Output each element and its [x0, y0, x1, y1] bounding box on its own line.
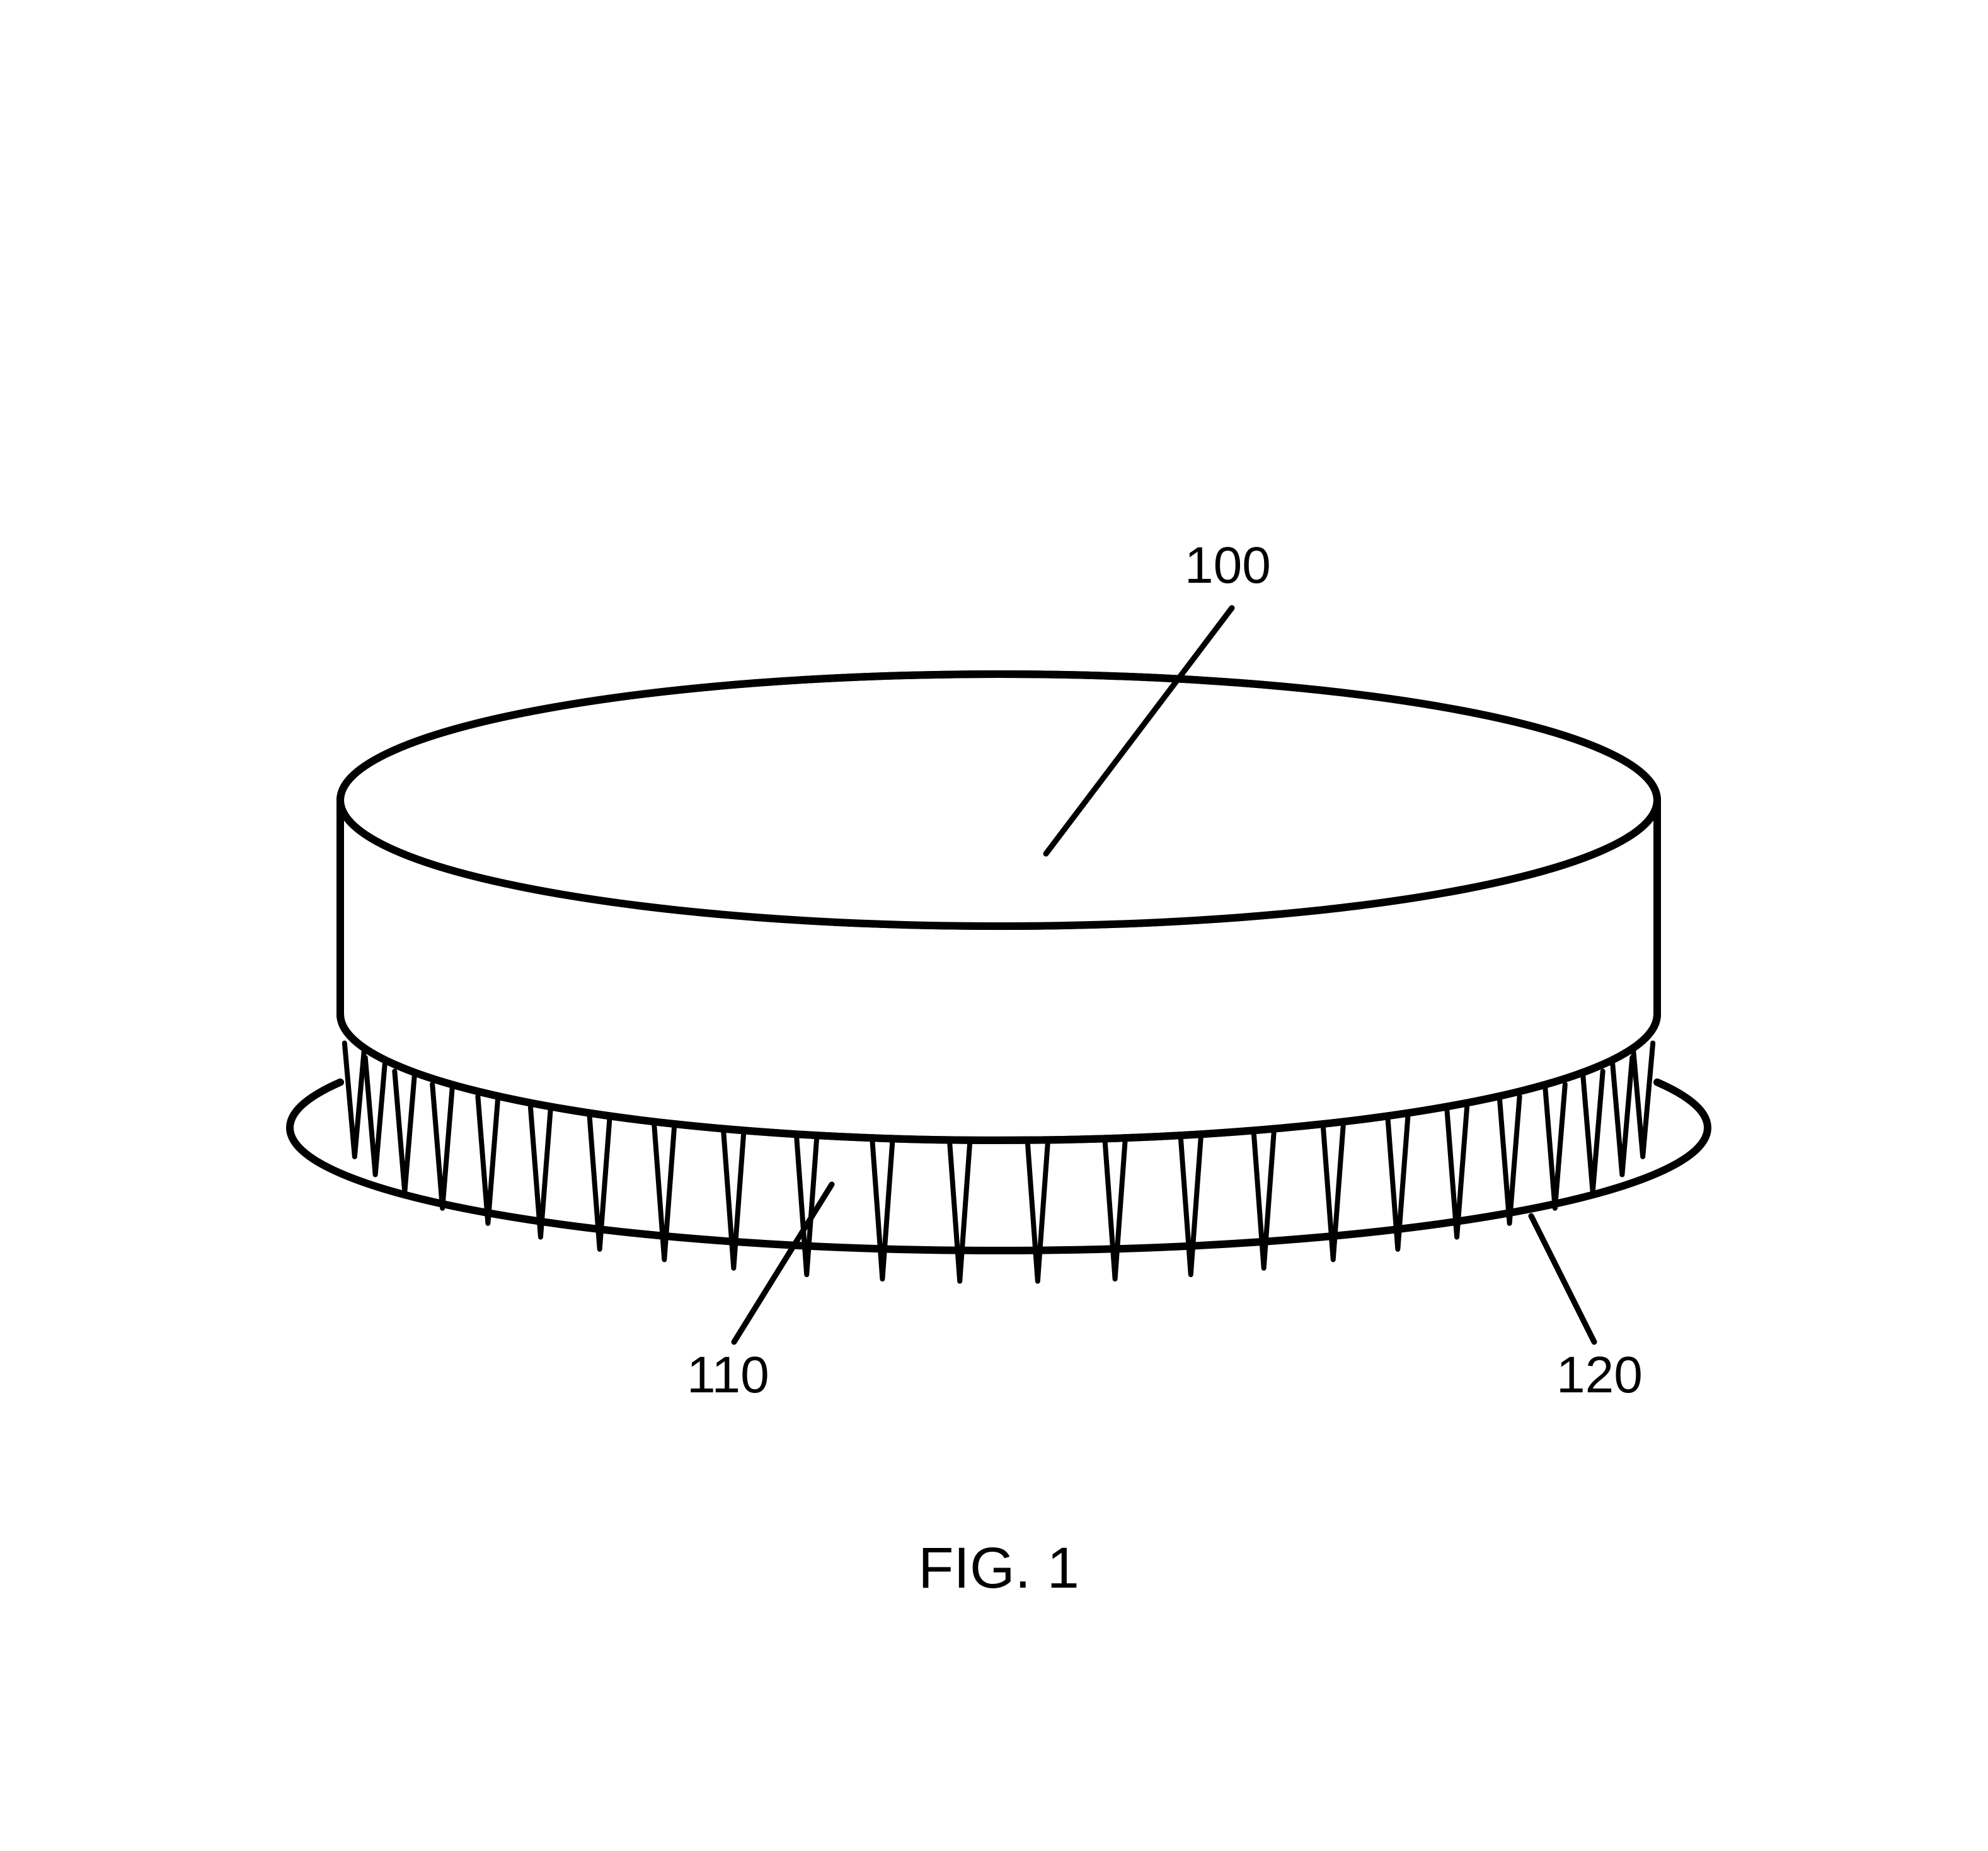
figure-caption: FIG. 1: [918, 1536, 1079, 1600]
patent-figure-1: 100 110 120 FIG. 1: [0, 0, 1988, 1851]
ref-110-label: 110: [687, 1346, 769, 1404]
ref-120-label: 120: [1556, 1346, 1643, 1404]
ref-100-label: 100: [1185, 537, 1271, 594]
